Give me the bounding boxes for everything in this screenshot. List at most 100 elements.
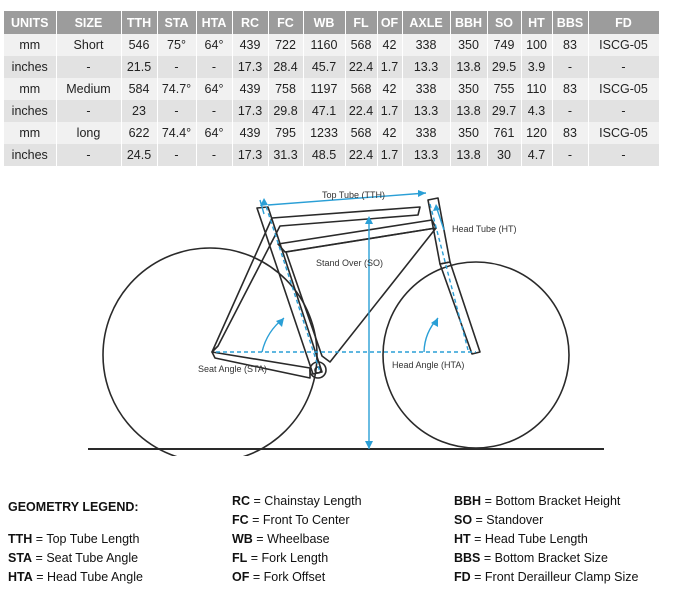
rear-wheel xyxy=(102,247,318,456)
table-cell: 4.7 xyxy=(521,144,553,166)
table-cell: 13.8 xyxy=(450,56,488,78)
label-head-tube: Head Tube (HT) xyxy=(452,224,517,234)
legend-item: HTA = Head Tube Angle xyxy=(8,568,143,587)
table-cell: 568 xyxy=(345,78,378,100)
table-cell: 42 xyxy=(377,122,403,144)
table-cell: - xyxy=(56,100,122,122)
legend-item: BBS = Bottom Bracket Size xyxy=(454,549,638,568)
column-header: AXLE xyxy=(402,11,451,34)
column-header: UNITS xyxy=(4,11,57,34)
legend-abbreviation: WB xyxy=(232,532,253,546)
bike-geometry-diagram: Top Tube (TTH) Head Tube (HT) Stand Over… xyxy=(88,190,604,456)
table-cell: 338 xyxy=(402,122,451,144)
table-cell: 622 xyxy=(121,122,158,144)
column-header: OF xyxy=(377,11,403,34)
table-cell: 584 xyxy=(121,78,158,100)
table-cell: 761 xyxy=(487,122,522,144)
legend-description: = Bottom Bracket Height xyxy=(481,494,621,508)
table-cell: 1.7 xyxy=(377,144,403,166)
table-cell: 3.9 xyxy=(521,56,553,78)
front-wheel xyxy=(382,261,570,449)
table-cell: inches xyxy=(4,100,57,122)
table-cell: - xyxy=(157,100,197,122)
legend-abbreviation: FD xyxy=(454,570,471,584)
table-cell: 1.7 xyxy=(377,56,403,78)
table-cell: 22.4 xyxy=(345,144,378,166)
legend-item: OF = Fork Offset xyxy=(232,568,362,587)
legend-description: = Top Tube Length xyxy=(32,532,140,546)
table-row: mm Medium 584 74.7° 64° 439 758 1197 568 42 338 350… xyxy=(4,78,660,100)
legend-description: = Head Tube Angle xyxy=(32,570,143,584)
table-cell: - xyxy=(588,144,660,166)
table-cell: 439 xyxy=(232,122,269,144)
table-cell: 64° xyxy=(196,34,233,56)
table-cell: 568 xyxy=(345,122,378,144)
table-cell: mm xyxy=(4,78,57,100)
table-cell: 42 xyxy=(377,34,403,56)
bike-frame xyxy=(211,197,481,379)
legend-abbreviation: TTH xyxy=(8,532,33,546)
table-cell: - xyxy=(588,56,660,78)
legend-abbreviation: FL xyxy=(232,551,248,565)
table-cell: 64° xyxy=(196,122,233,144)
table-cell: 338 xyxy=(402,78,451,100)
geometry-table: UNITS SIZE TTH STA HTA RC FC WB FL OF AXLE BBH SO HT B… xyxy=(4,11,660,166)
table-cell: 795 xyxy=(268,122,304,144)
table-cell: 568 xyxy=(345,34,378,56)
table-cell: 110 xyxy=(521,78,553,100)
table-cell: 74.4° xyxy=(157,122,197,144)
table-cell: 45.7 xyxy=(303,56,346,78)
column-header: HT xyxy=(521,11,553,34)
table-cell: 13.3 xyxy=(402,100,451,122)
table-cell: 439 xyxy=(232,34,269,56)
legend-abbreviation: BBS xyxy=(454,551,481,565)
table-cell: - xyxy=(552,100,589,122)
column-header: SIZE xyxy=(56,11,122,34)
table-row: inches -24.5- -17.3 31.3 48.5 22.4 1.7 13.3 13.8… xyxy=(4,144,660,166)
table-cell: 338 xyxy=(402,34,451,56)
legend-abbreviation: BBH xyxy=(454,494,482,508)
table-cell: 749 xyxy=(487,34,522,56)
table-cell: mm xyxy=(4,34,57,56)
legend-description: = Wheelbase xyxy=(252,532,330,546)
legend-description: = Head Tube Length xyxy=(470,532,588,546)
table-cell: 13.3 xyxy=(402,56,451,78)
column-header: HTA xyxy=(196,11,233,34)
table-cell: 17.3 xyxy=(232,56,269,78)
table-cell: - xyxy=(157,144,197,166)
legend-abbreviation: SO xyxy=(454,513,473,527)
table-row: mm long 622 74.4° 64° 439 795 1233 568 42 338 350 76… xyxy=(4,122,660,144)
table-cell: 21.5 xyxy=(121,56,158,78)
legend-title: GEOMETRY LEGEND: xyxy=(8,500,139,514)
table-cell: Short xyxy=(56,34,122,56)
legend-item: STA = Seat Tube Angle xyxy=(8,549,143,568)
label-top-tube: Top Tube (TTH) xyxy=(322,190,385,200)
legend-item: HT = Head Tube Length xyxy=(454,530,638,549)
table-cell: - xyxy=(196,100,233,122)
dimension-arrowheads xyxy=(260,190,440,449)
table-cell: 42 xyxy=(377,78,403,100)
column-header: STA xyxy=(157,11,197,34)
legend-column-3: BBH = Bottom Bracket Height SO = Standove… xyxy=(454,492,638,587)
column-header: BBS xyxy=(552,11,589,34)
table-cell: 29.8 xyxy=(268,100,304,122)
table-cell: 74.7° xyxy=(157,78,197,100)
table-cell: 24.5 xyxy=(121,144,158,166)
table-cell: - xyxy=(56,144,122,166)
column-header: TTH xyxy=(121,11,158,34)
table-cell: ISCG-05 xyxy=(588,122,660,144)
column-header: SO xyxy=(487,11,522,34)
table-cell: 47.1 xyxy=(303,100,346,122)
table-cell: 439 xyxy=(232,78,269,100)
legend-item: BBH = Bottom Bracket Height xyxy=(454,492,638,511)
table-cell: 13.8 xyxy=(450,100,488,122)
table-cell: 546 xyxy=(121,34,158,56)
legend-abbreviation: HTA xyxy=(8,570,33,584)
table-cell: 75° xyxy=(157,34,197,56)
legend-abbreviation: HT xyxy=(454,532,471,546)
table-row: mm Short 546 75° 64° 439 722 1160 568 42 338 350 749… xyxy=(4,34,660,56)
table-cell: 22.4 xyxy=(345,100,378,122)
table-cell: Medium xyxy=(56,78,122,100)
column-header: FL xyxy=(345,11,378,34)
table-cell: 350 xyxy=(450,122,488,144)
